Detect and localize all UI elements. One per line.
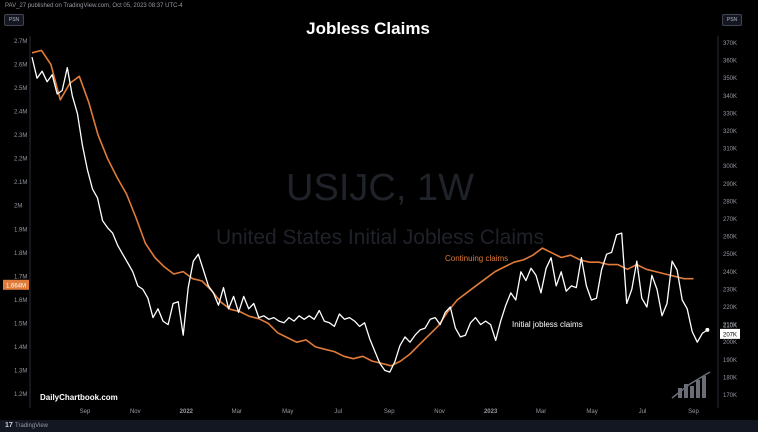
left-tick-label: 2.7M: [14, 39, 27, 45]
right-tick-label: 280K: [723, 199, 737, 205]
right-tick-label: 290K: [723, 182, 737, 188]
watermark-name: United States Initial Jobless Claims: [216, 226, 544, 249]
publish-header: PAV_27 published on TradingView.com, Oct…: [5, 3, 183, 9]
right-tick-label: 300K: [723, 164, 737, 170]
left-tick-label: 1.3M: [14, 368, 27, 374]
watermark: USIJC, 1W United States Initial Jobless …: [216, 167, 544, 249]
right-tick-label: 340K: [723, 94, 737, 100]
initial-claims-label: Initial jobless claims: [512, 320, 583, 329]
right-tick-label: 220K: [723, 305, 737, 311]
x-tick-label: May: [586, 409, 597, 415]
right-tick-label: 350K: [723, 76, 737, 82]
right-tick-label: 330K: [723, 111, 737, 117]
left-tick-label: 2.5M: [14, 86, 27, 92]
x-tick-label: 2022: [180, 409, 194, 415]
right-tick-label: 270K: [723, 217, 737, 223]
left-tick-label: 1.9M: [14, 227, 27, 233]
x-tick-label: Sep: [688, 409, 699, 415]
right-tick-label: 210K: [723, 323, 737, 329]
right-tick-label: 180K: [723, 375, 737, 381]
right-value-badge: 207K: [723, 332, 737, 338]
chart-title: Jobless Claims: [306, 19, 430, 38]
axis-badges: 1.664M 210K 207K: [3, 279, 740, 339]
x-tick-label: Jul: [639, 409, 647, 415]
right-axis-ticks: 370K 360K 350K 340K 330K 320K 310K 300K 290K 280K…: [723, 41, 737, 399]
continuing-claims-label: Continuing claims: [445, 254, 508, 263]
initial-claims-line: [31, 56, 708, 373]
right-tick-label: 230K: [723, 287, 737, 293]
continuing-claims-line: [31, 49, 694, 367]
right-tick-label: 370K: [723, 41, 737, 47]
right-tick-label: 200K: [723, 340, 737, 346]
x-tick-label: May: [282, 409, 293, 415]
left-tick-label: 1.5M: [14, 321, 27, 327]
left-scale-button[interactable]: PSN: [4, 14, 24, 26]
right-tick-label: 240K: [723, 270, 737, 276]
left-value-badge-bg: [3, 279, 29, 290]
initial-claims-last-point: [705, 327, 710, 332]
left-tick-label: 2.4M: [14, 110, 27, 116]
right-tick-label: 320K: [723, 129, 737, 135]
right-tick-label: 310K: [723, 147, 737, 153]
left-axis-ticks: 2.7M 2.6M 2.5M 2.4M 2.3M 2.2M 2.1M 2M 1.9M 1.8M 1.…: [14, 39, 27, 398]
footer-bar: 17 TradingView: [0, 420, 758, 432]
x-tick-label: Mar: [232, 409, 242, 415]
left-value-badge: 1.664M: [6, 283, 26, 289]
x-tick-label: 2023: [484, 409, 498, 415]
x-tick-label: Nov: [434, 409, 445, 415]
series-layer: [31, 49, 710, 373]
tradingview-brand[interactable]: TradingView: [15, 423, 49, 429]
right-scale-button[interactable]: PSN: [722, 14, 742, 26]
left-tick-label: 2.3M: [14, 133, 27, 139]
left-tick-label: 2.6M: [14, 63, 27, 69]
x-tick-label: Mar: [536, 409, 546, 415]
right-value-badge-bg: [720, 328, 740, 339]
right-top-badge: 210K: [723, 324, 737, 330]
x-tick-label: Jul: [334, 409, 342, 415]
left-tick-label: 1.6M: [14, 298, 27, 304]
x-tick-label: Nov: [130, 409, 141, 415]
left-tick-label: 2M: [14, 204, 22, 210]
x-axis-ticks: Sep Nov 2022 Mar May Jul Sep Nov 2023 Mar May Jul Se…: [80, 409, 700, 415]
left-tick-label: 2.2M: [14, 157, 27, 163]
bar-chart-logo-icon: [671, 371, 711, 399]
right-tick-label: 360K: [723, 59, 737, 65]
right-tick-label: 170K: [723, 393, 737, 399]
left-tick-label: 1.2M: [14, 392, 27, 398]
x-tick-label: Sep: [384, 409, 395, 415]
right-tick-label: 260K: [723, 235, 737, 241]
x-tick-label: Sep: [80, 409, 91, 415]
left-tick-label: 1.7M: [14, 274, 27, 280]
right-tick-label: 250K: [723, 252, 737, 258]
left-tick-label: 1.8M: [14, 251, 27, 257]
watermark-symbol: USIJC, 1W: [286, 167, 474, 209]
left-tick-label: 2.1M: [14, 180, 27, 186]
right-tick-label: 190K: [723, 358, 737, 364]
tradingview-logo-icon: 17: [5, 422, 13, 429]
left-tick-label: 1.4M: [14, 345, 27, 351]
brand-label: DailyChartbook.com: [40, 393, 118, 402]
